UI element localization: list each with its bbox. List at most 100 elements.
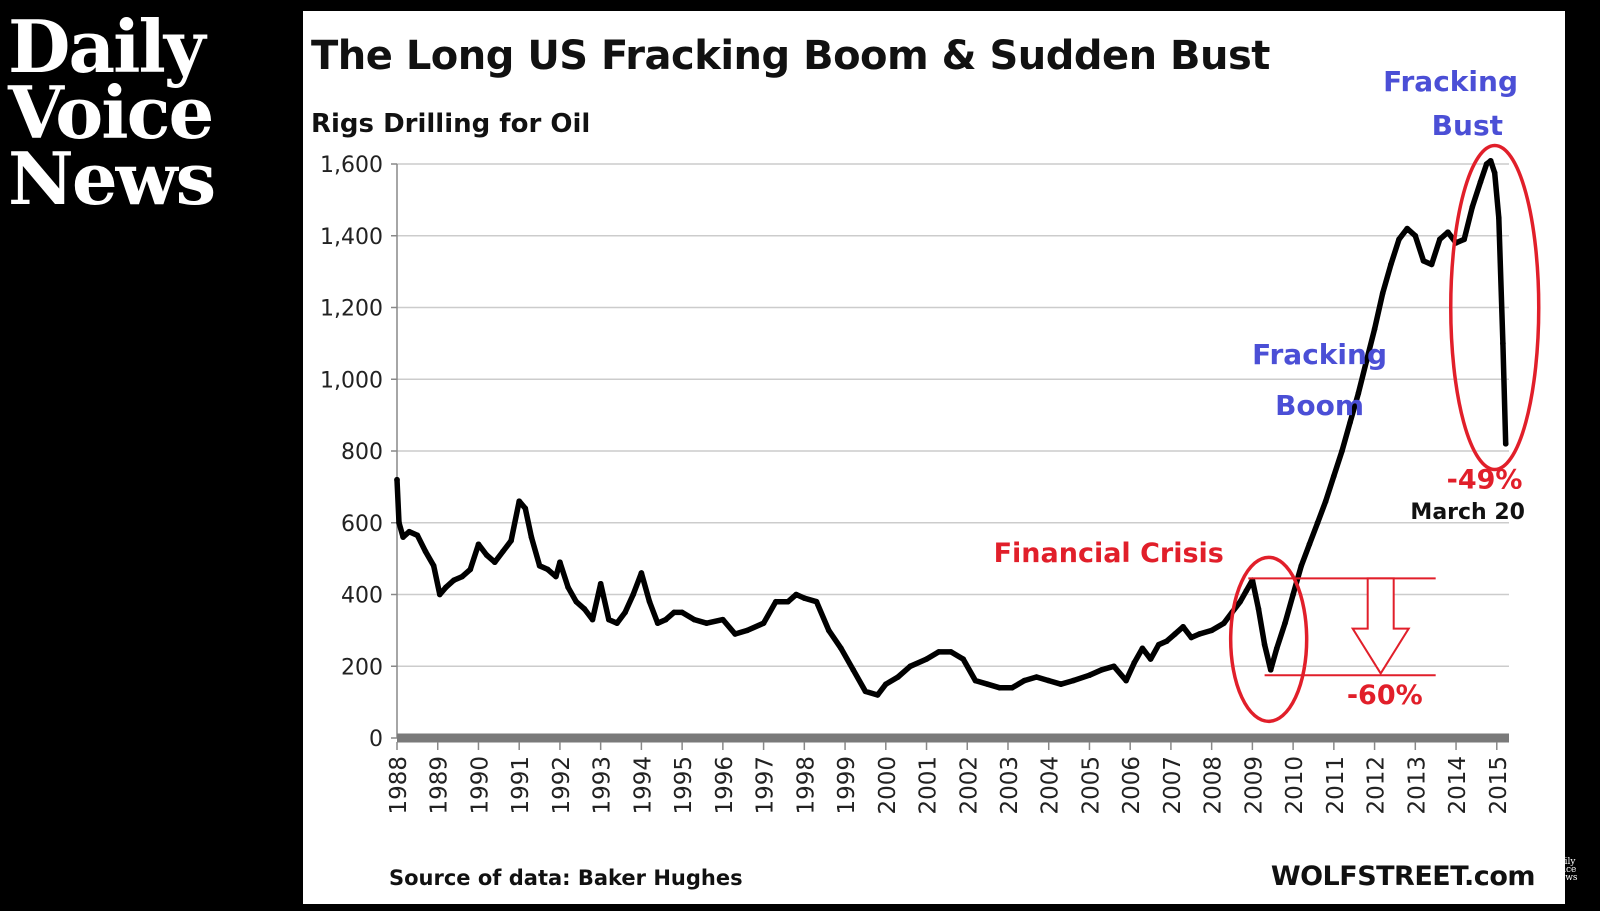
x-tick-label: 2008 <box>1201 756 1227 815</box>
data-point <box>522 505 529 512</box>
data-point <box>1331 473 1337 479</box>
y-tick-label: 400 <box>341 584 383 609</box>
x-tick-label: 1998 <box>793 756 819 815</box>
data-point <box>1131 659 1138 666</box>
data-point <box>1237 598 1243 605</box>
data-point <box>1428 261 1435 268</box>
data-point <box>882 681 889 687</box>
data-point <box>1306 541 1313 548</box>
chart-source: Source of data: Baker Hughes <box>389 866 743 890</box>
data-point <box>972 677 979 684</box>
data-point <box>1477 179 1484 185</box>
x-tick-label: 1988 <box>386 756 412 815</box>
data-point <box>1298 563 1305 569</box>
data-point <box>467 566 474 573</box>
crisis-drop-arrow <box>1350 577 1411 676</box>
series-line-0 <box>394 158 1509 698</box>
x-tick-label: 1999 <box>834 756 860 815</box>
data-point <box>1155 641 1162 648</box>
data-point <box>1123 677 1129 684</box>
bust-ellipse <box>1448 143 1541 472</box>
data-point <box>850 667 857 673</box>
data-point <box>813 598 820 605</box>
data-point <box>1070 677 1076 684</box>
chart-svg: 0 200 400 600 800 1,000 1,200 1,400 1,600 1988 198… <box>320 65 1541 815</box>
data-point <box>1196 631 1203 637</box>
x-tick-label: 2013 <box>1404 756 1430 815</box>
data-point <box>1379 290 1386 296</box>
x-tick-label: 2012 <box>1364 756 1390 815</box>
annotation-bust-line-2: Bust <box>1432 109 1503 142</box>
data-point <box>1388 261 1394 268</box>
logo-line-1: Daily <box>8 4 206 89</box>
data-point <box>838 645 844 652</box>
data-point <box>1314 519 1321 526</box>
data-point <box>1412 232 1419 239</box>
data-point <box>483 552 490 558</box>
data-point <box>430 563 437 569</box>
data-point <box>1033 674 1040 680</box>
data-point <box>948 649 954 655</box>
data-point <box>1347 419 1353 426</box>
annotation-financial-crisis: Financial Crisis <box>994 538 1224 569</box>
data-point <box>606 616 612 623</box>
data-point <box>671 609 677 616</box>
data-point <box>1282 620 1288 626</box>
data-point <box>679 609 685 616</box>
data-point <box>744 627 751 634</box>
data-point <box>1208 627 1215 634</box>
data-point <box>1045 677 1052 684</box>
data-point <box>960 656 966 662</box>
crisis-ellipse <box>1228 555 1309 724</box>
x-tick-label: 2014 <box>1445 756 1471 815</box>
annotation-crisis-pct: -60% <box>1347 680 1423 711</box>
data-point <box>1009 684 1015 691</box>
data-point <box>935 649 942 655</box>
data-point <box>1098 667 1105 673</box>
data-point <box>589 616 596 623</box>
data-point <box>862 688 869 695</box>
y-tick-label: 1,200 <box>320 297 383 322</box>
data-point <box>396 519 402 526</box>
y-tick-label: 1,400 <box>320 225 383 250</box>
data-point <box>500 548 506 555</box>
chart-title: The Long US Fracking Boom & Sudden Bust <box>311 33 1270 79</box>
data-point <box>1261 641 1268 648</box>
data-point <box>565 584 571 591</box>
data-point <box>663 616 669 623</box>
logo-line-2: Voice <box>8 70 214 155</box>
data-point <box>1086 672 1093 679</box>
data-point <box>1290 591 1296 598</box>
annotation-boom-line-2: Boom <box>1275 389 1364 422</box>
x-tick-label: 2005 <box>1078 756 1104 815</box>
x-tick-label: 2004 <box>1038 756 1064 815</box>
data-point <box>536 563 543 569</box>
data-point <box>443 584 449 591</box>
data-point <box>597 580 604 587</box>
x-tick-label: 2015 <box>1486 756 1512 815</box>
y-tick-label: 1,600 <box>320 153 383 178</box>
data-point <box>720 616 726 623</box>
data-point <box>895 674 901 680</box>
data-point <box>654 620 661 626</box>
data-point <box>1500 340 1506 347</box>
data-point <box>573 598 580 605</box>
y-tick-label: 1,000 <box>320 368 383 393</box>
x-tick-label: 2000 <box>875 756 901 815</box>
data-point <box>422 548 429 555</box>
y-tick-label: 200 <box>341 655 383 680</box>
data-point <box>1461 236 1467 243</box>
data-point <box>907 663 914 670</box>
data-point <box>544 566 551 573</box>
data-point <box>638 570 645 576</box>
data-point <box>1147 656 1154 662</box>
data-point <box>1139 645 1146 652</box>
data-point <box>773 598 779 605</box>
data-point <box>646 598 653 605</box>
data-point <box>459 573 465 580</box>
data-point <box>1496 215 1502 221</box>
data-point <box>475 541 482 548</box>
mini-logo-line-3: News <box>1552 873 1578 883</box>
data-point <box>394 476 400 483</box>
x-tick-label: 2003 <box>997 756 1023 815</box>
